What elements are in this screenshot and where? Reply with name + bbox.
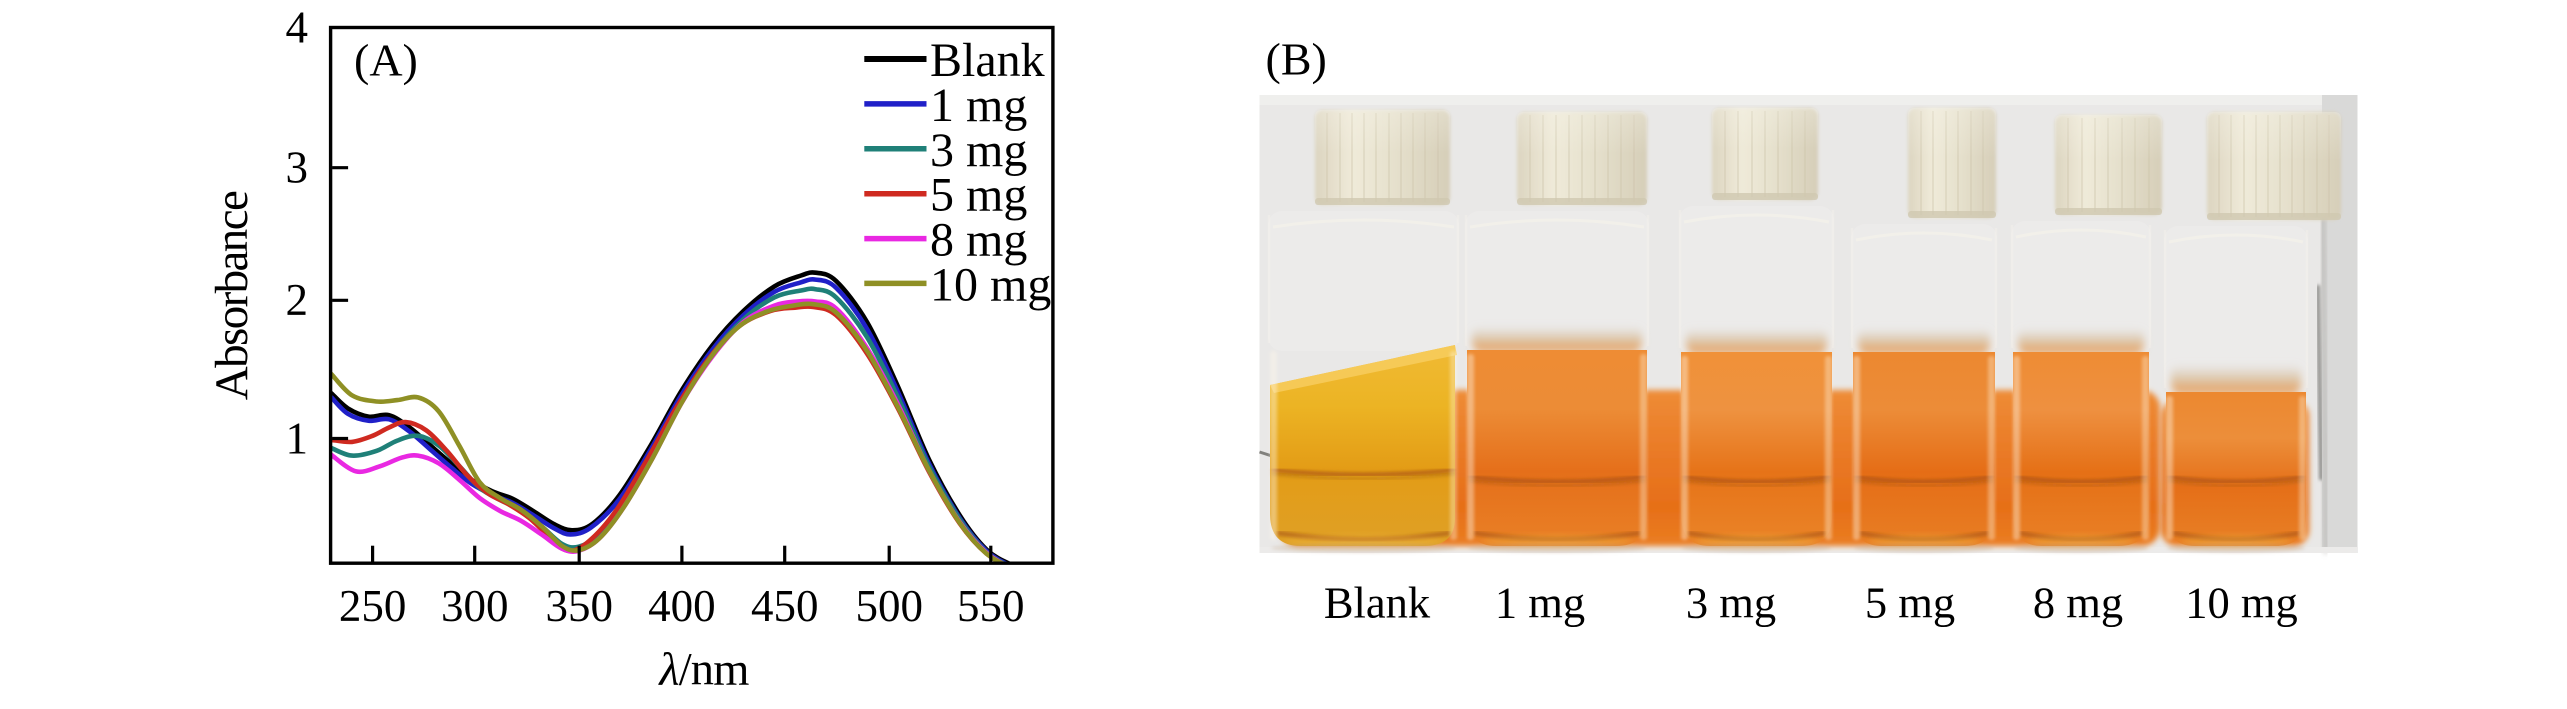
svg-text:(B): (B)	[1266, 34, 1327, 85]
svg-text:1 mg: 1 mg	[1495, 578, 1585, 628]
svg-text:3 mg: 3 mg	[930, 124, 1027, 177]
svg-text:450: 450	[751, 581, 819, 631]
svg-text:λ/nm: λ/nm	[657, 645, 749, 696]
svg-text:(A): (A)	[354, 35, 418, 86]
svg-text:4: 4	[286, 2, 309, 52]
svg-text:Blank: Blank	[1324, 578, 1431, 628]
svg-text:8 mg: 8 mg	[2033, 578, 2123, 628]
svg-text:2: 2	[286, 275, 309, 325]
svg-text:Absorbance: Absorbance	[206, 191, 258, 400]
svg-text:500: 500	[855, 581, 923, 631]
svg-text:Blank: Blank	[930, 34, 1045, 87]
svg-text:10 mg: 10 mg	[930, 258, 1051, 311]
svg-text:250: 250	[339, 581, 407, 631]
svg-text:350: 350	[545, 581, 613, 631]
svg-text:10 mg: 10 mg	[2185, 578, 2298, 628]
svg-text:550: 550	[957, 581, 1025, 631]
svg-text:1 mg: 1 mg	[930, 79, 1027, 132]
svg-text:300: 300	[441, 581, 509, 631]
svg-text:8 mg: 8 mg	[930, 214, 1027, 267]
svg-text:5 mg: 5 mg	[1865, 578, 1955, 628]
svg-text:1: 1	[286, 413, 309, 463]
svg-text:3: 3	[286, 143, 309, 193]
svg-text:400: 400	[648, 581, 716, 631]
svg-text:5 mg: 5 mg	[930, 169, 1027, 222]
svg-text:3 mg: 3 mg	[1686, 578, 1776, 628]
